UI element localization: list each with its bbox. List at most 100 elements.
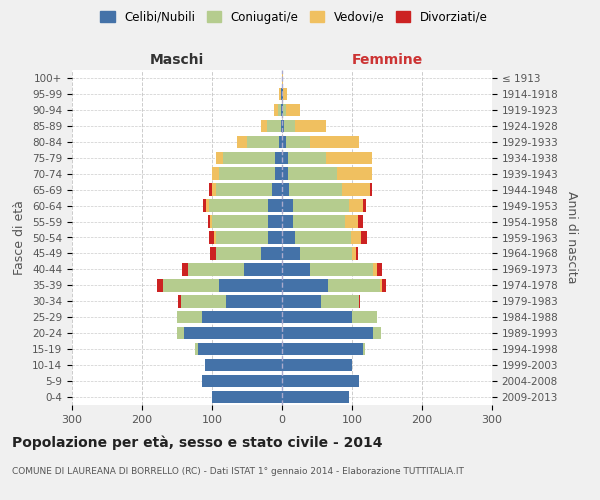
Bar	[284, 120, 295, 132]
Bar	[194, 343, 198, 355]
Bar	[219, 279, 282, 291]
Bar	[341, 184, 370, 196]
Bar	[282, 168, 287, 180]
Bar	[178, 295, 181, 308]
Bar	[187, 263, 244, 276]
Bar	[299, 247, 352, 260]
Bar	[184, 327, 282, 340]
Bar	[209, 184, 212, 196]
Bar	[281, 120, 282, 132]
Bar	[209, 232, 214, 243]
Bar	[247, 136, 278, 148]
Bar	[212, 391, 282, 403]
Bar	[261, 120, 266, 132]
Bar	[163, 279, 219, 291]
Bar	[274, 104, 278, 116]
Bar	[362, 343, 365, 355]
Bar	[278, 136, 282, 148]
Bar	[373, 263, 377, 276]
Bar	[281, 88, 282, 100]
Bar	[282, 359, 352, 372]
Bar	[212, 168, 219, 180]
Bar	[352, 247, 355, 260]
Bar	[282, 136, 286, 148]
Bar	[352, 311, 377, 324]
Bar	[157, 279, 163, 291]
Bar	[271, 184, 282, 196]
Bar	[203, 200, 206, 212]
Bar	[208, 216, 210, 228]
Bar	[382, 279, 386, 291]
Bar	[337, 168, 371, 180]
Bar	[282, 263, 310, 276]
Bar	[212, 216, 268, 228]
Bar	[215, 247, 261, 260]
Y-axis label: Anni di nascita: Anni di nascita	[565, 191, 578, 284]
Bar	[287, 168, 337, 180]
Bar	[214, 232, 215, 243]
Bar	[215, 184, 271, 196]
Text: COMUNE DI LAUREANA DI BORRELLO (RC) - Dati ISTAT 1° gennaio 2014 - Elaborazione : COMUNE DI LAUREANA DI BORRELLO (RC) - Da…	[12, 468, 464, 476]
Bar	[202, 311, 282, 324]
Bar	[223, 152, 275, 164]
Bar	[345, 216, 358, 228]
Bar	[282, 311, 352, 324]
Bar	[350, 232, 361, 243]
Bar	[295, 120, 326, 132]
Bar	[215, 152, 223, 164]
Bar	[282, 375, 359, 388]
Bar	[212, 184, 215, 196]
Y-axis label: Fasce di età: Fasce di età	[13, 200, 26, 275]
Bar	[380, 279, 382, 291]
Bar	[215, 232, 268, 243]
Bar	[275, 168, 282, 180]
Bar	[326, 152, 371, 164]
Bar	[287, 152, 326, 164]
Text: Maschi: Maschi	[150, 53, 204, 67]
Text: Popolazione per età, sesso e stato civile - 2014: Popolazione per età, sesso e stato civil…	[12, 435, 383, 450]
Bar	[359, 295, 361, 308]
Bar	[266, 120, 281, 132]
Bar	[282, 247, 299, 260]
Bar	[268, 200, 282, 212]
Bar	[282, 232, 295, 243]
Bar	[226, 295, 282, 308]
Bar	[358, 216, 363, 228]
Bar	[282, 279, 328, 291]
Text: Femmine: Femmine	[352, 53, 422, 67]
Bar	[295, 232, 350, 243]
Bar	[209, 200, 268, 212]
Bar	[286, 136, 310, 148]
Bar	[177, 327, 184, 340]
Bar	[310, 136, 359, 148]
Bar	[236, 136, 247, 148]
Bar	[286, 104, 300, 116]
Bar	[282, 120, 284, 132]
Bar	[261, 247, 282, 260]
Bar	[275, 152, 282, 164]
Bar	[283, 88, 287, 100]
Bar	[198, 343, 282, 355]
Bar	[282, 152, 287, 164]
Bar	[289, 184, 341, 196]
Bar	[310, 263, 373, 276]
Bar	[282, 88, 283, 100]
Bar	[244, 263, 282, 276]
Bar	[282, 216, 293, 228]
Bar	[282, 343, 362, 355]
Bar	[177, 311, 202, 324]
Bar	[293, 200, 349, 212]
Bar	[181, 295, 226, 308]
Bar	[282, 184, 289, 196]
Bar	[210, 247, 215, 260]
Legend: Celibi/Nubili, Coniugati/e, Vedovi/e, Divorziati/e: Celibi/Nubili, Coniugati/e, Vedovi/e, Di…	[95, 6, 493, 28]
Bar	[279, 88, 281, 100]
Bar	[320, 295, 359, 308]
Bar	[282, 72, 283, 84]
Bar	[268, 216, 282, 228]
Bar	[328, 279, 380, 291]
Bar	[282, 200, 293, 212]
Bar	[293, 216, 345, 228]
Bar	[182, 263, 187, 276]
Bar	[282, 327, 373, 340]
